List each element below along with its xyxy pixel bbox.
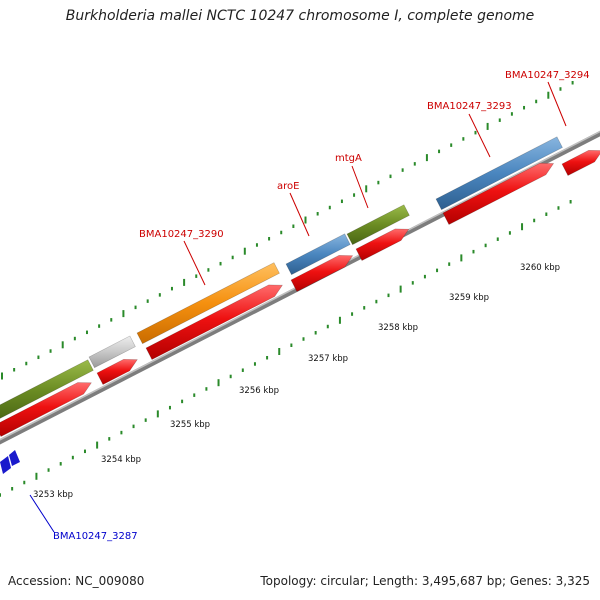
label-leader	[29, 494, 55, 533]
gene-features	[0, 136, 600, 474]
gene-label: BMA10247_3294	[505, 70, 590, 81]
gene-labels: BMA10247_3287 BMA10247_3290 aroE mtgA BMA102…	[53, 70, 590, 542]
gene-bma10247-3290	[136, 262, 280, 345]
label-leader	[289, 192, 310, 237]
cds-red-2	[96, 358, 138, 385]
scale-label: 3257 kbp	[308, 354, 348, 364]
map-title: Burkholderia mallei NCTC 10247 chromosom…	[65, 8, 535, 24]
gene-label: BMA10247_3293	[427, 101, 512, 112]
tick-track-upper	[1, 80, 574, 380]
cds-red-6	[442, 162, 555, 225]
scale-label: 3258 kbp	[378, 323, 418, 333]
cds-red-4	[290, 255, 354, 292]
gene-label: aroE	[277, 181, 299, 192]
gene-aroe	[285, 233, 351, 276]
label-leader	[547, 81, 567, 127]
scale-label: 3260 kbp	[520, 263, 560, 273]
topology-text: Topology: circular; Length: 3,495,687 bp…	[260, 574, 590, 588]
cds-red-7	[561, 149, 600, 176]
accession-text: Accession: NC_009080	[8, 574, 145, 588]
gene-gray	[88, 335, 136, 369]
scale-label: 3253 kbp	[33, 490, 73, 500]
scale-labels: 3253 kbp 3254 kbp 3255 kbp 3256 kbp 3257 kbp…	[33, 263, 560, 500]
gene-label: BMA10247_3287	[53, 531, 138, 542]
scale-label: 3255 kbp	[170, 420, 210, 430]
scale-label: 3256 kbp	[239, 386, 279, 396]
cds-red-5	[355, 228, 410, 261]
gene-bma10247-3293	[435, 136, 563, 211]
cds-red-3	[145, 284, 283, 360]
gene-darkblue-a	[0, 456, 11, 474]
gene-label: mtgA	[335, 153, 362, 164]
gene-mtga	[346, 204, 410, 246]
label-leaders	[29, 81, 567, 533]
gene-olive-1	[0, 359, 94, 419]
label-leader	[351, 165, 369, 209]
tick-track-lower	[0, 199, 572, 497]
gene-darkblue-b	[9, 450, 20, 466]
scale-label: 3254 kbp	[101, 455, 141, 465]
label-leader	[183, 240, 206, 286]
gene-label: BMA10247_3290	[139, 229, 224, 240]
scale-label: 3259 kbp	[449, 293, 489, 303]
label-leader	[468, 113, 491, 158]
cds-red-1	[0, 382, 92, 437]
